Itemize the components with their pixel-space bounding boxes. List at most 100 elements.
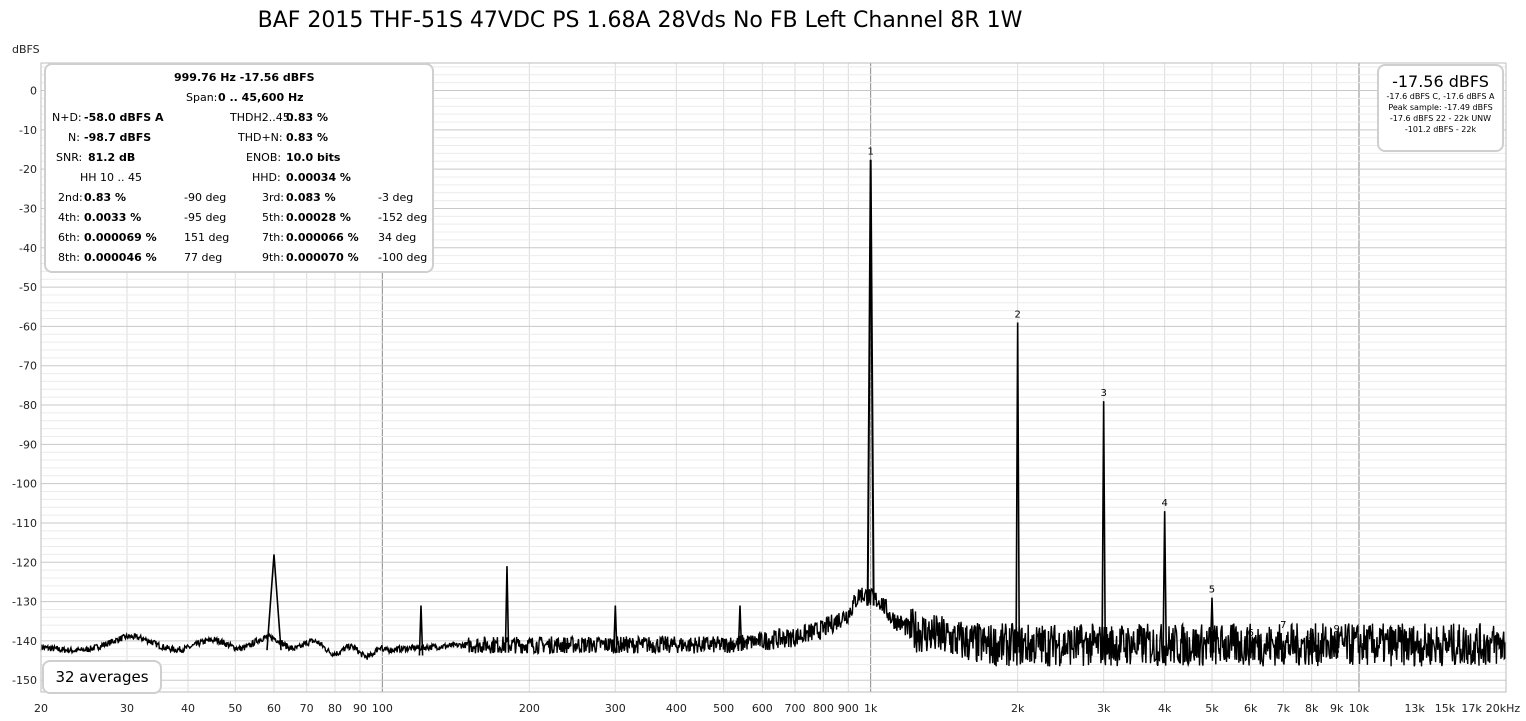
- enob-label: ENOB:: [246, 151, 282, 164]
- y-axis-unit-label: dBFS: [12, 43, 40, 56]
- harmonic-phase: -152 deg: [378, 211, 428, 224]
- harmonic-label: 6th:: [58, 231, 80, 244]
- nd-label: N+D:: [52, 111, 82, 124]
- spectrum-peak: [266, 554, 282, 651]
- x-tick-label: 9k: [1330, 702, 1344, 715]
- x-tick-label: 17k: [1461, 702, 1482, 715]
- harmonic-marker-2: 2: [1014, 309, 1020, 320]
- x-tick-label: 2k: [1011, 702, 1025, 715]
- spectrum-peak: [1101, 401, 1107, 653]
- level-panel: -17.56 dBFS -17.6 dBFS C, -17.6 dBFS A P…: [1377, 64, 1504, 152]
- series-peaks: [266, 159, 1340, 656]
- harmonic-label: 5th:: [262, 211, 284, 224]
- harmonic-phase: 77 deg: [184, 251, 223, 264]
- snr-value: 81.2 dB: [88, 151, 136, 164]
- thd-value: 0.83 %: [286, 111, 328, 124]
- measurement-panel: 999.76 Hz -17.56 dBFS Span: 0 .. 45,600 …: [44, 63, 434, 273]
- y-tick-label: -80: [19, 399, 37, 412]
- y-tick-label: -90: [19, 438, 37, 451]
- harmonic-label: 8th:: [58, 251, 80, 264]
- y-tick-label: -40: [19, 242, 37, 255]
- x-tick-label: 200: [519, 702, 540, 715]
- spectrum-peak: [612, 605, 618, 653]
- harmonic-label: 9th:: [262, 251, 284, 264]
- thd-label: THDH2..45:: [230, 111, 294, 124]
- harmonic-row: 4th: 0.0033 % -95 deg 5th: 0.00028 % -152 deg: [46, 211, 432, 229]
- x-tick-label: 20: [34, 702, 48, 715]
- harmonic-marker-1: 1: [867, 147, 873, 158]
- x-tick-label: 600: [752, 702, 773, 715]
- harmonic-marker-6: 6: [1247, 628, 1253, 639]
- enob-value: 10.0 bits: [286, 151, 341, 164]
- harmonic-value: 0.000070 %: [286, 251, 359, 264]
- x-tick-label: 3k: [1097, 702, 1111, 715]
- hhd-label: HHD:: [252, 171, 281, 184]
- x-tick-label: 7k: [1277, 702, 1291, 715]
- x-tick-label: 700: [785, 702, 806, 715]
- averages-badge: 32 averages: [42, 660, 162, 694]
- harmonic-marker-8: 8: [1308, 632, 1314, 643]
- harmonic-value: 0.000066 %: [286, 231, 359, 244]
- harmonic-label: 3rd:: [262, 191, 285, 204]
- level-line-1: -17.6 dBFS C, -17.6 dBFS A: [1386, 92, 1495, 101]
- y-tick-label: -30: [19, 202, 37, 215]
- harmonic-marker-7: 7: [1280, 620, 1286, 631]
- harmonic-value: 0.000069 %: [84, 231, 157, 244]
- spectrum-peak: [504, 566, 510, 653]
- harmonic-phase: 151 deg: [184, 231, 230, 244]
- x-tick-label: 40: [181, 702, 195, 715]
- harmonic-value: 0.083 %: [286, 191, 336, 204]
- harmonic-phase: -90 deg: [184, 191, 227, 204]
- thdn-value: 0.83 %: [286, 131, 328, 144]
- level-line-3: -17.6 dBFS 22 - 22k UNW: [1389, 114, 1492, 123]
- harmonic-markers: 1 2 3 4 5 6 7 8 9: [867, 147, 1339, 643]
- x-tick-label: 20kHz: [1486, 702, 1521, 715]
- level-line-2: Peak sample: -17.49 dBFS: [1388, 103, 1493, 112]
- n-value: -98.7 dBFS: [84, 131, 152, 144]
- spectrum-peak: [1209, 597, 1215, 653]
- spectrum-peak: [418, 605, 424, 656]
- thdn-label: THD+N:: [238, 131, 283, 144]
- harmonic-value: 0.00028 %: [286, 211, 351, 224]
- y-axis-ticks: 0 -10 -20 -30 -40 -50 -60 -70 -80 -90 -100 -110 -120…: [12, 85, 37, 688]
- harmonic-phase: -100 deg: [378, 251, 428, 264]
- harmonic-marker-9: 9: [1333, 624, 1339, 635]
- span-value: 0 .. 45,600 Hz: [218, 91, 304, 104]
- spectrum-peak: [866, 159, 875, 606]
- spectrum-peak: [1248, 640, 1254, 653]
- n-label: N:: [68, 131, 80, 144]
- y-tick-label: -140: [12, 635, 37, 648]
- harmonic-marker-5: 5: [1209, 585, 1215, 596]
- x-tick-label: 800: [813, 702, 834, 715]
- x-tick-label: 500: [713, 702, 734, 715]
- spectrum-peak: [1309, 640, 1315, 653]
- span-label: Span:: [186, 91, 218, 104]
- x-tick-label: 70: [300, 702, 314, 715]
- y-tick-label: -130: [12, 596, 37, 609]
- hhd-value: 0.00034 %: [286, 171, 351, 184]
- harmonic-label: 2nd:: [58, 191, 83, 204]
- harmonic-row: 6th: 0.000069 % 151 deg 7th: 0.000066 % 34 de…: [46, 231, 432, 249]
- spectrum-peak: [1280, 640, 1286, 653]
- nd-value: -58.0 dBFS A: [84, 111, 164, 124]
- hh-label: HH 10 .. 45: [80, 171, 143, 184]
- x-tick-label: 100: [372, 702, 393, 715]
- x-tick-label: 400: [666, 702, 687, 715]
- plot-frame: [40, 62, 1507, 693]
- y-tick-label: -110: [12, 517, 37, 530]
- x-tick-label: 6k: [1244, 702, 1258, 715]
- spectrum-peak: [737, 605, 743, 652]
- y-tick-label: -120: [12, 556, 37, 569]
- x-tick-label: 80: [328, 702, 342, 715]
- x-tick-label: 50: [228, 702, 242, 715]
- harmonic-value: 0.83 %: [84, 191, 126, 204]
- x-tick-label: 4k: [1158, 702, 1172, 715]
- y-tick-label: -150: [12, 674, 37, 687]
- x-tick-label: 13k: [1404, 702, 1425, 715]
- harmonic-phase: 34 deg: [378, 231, 417, 244]
- harmonic-marker-4: 4: [1161, 498, 1167, 509]
- x-tick-label: 15k: [1435, 702, 1456, 715]
- level-main: -17.56 dBFS: [1392, 72, 1489, 91]
- series-noise-floor: [40, 587, 1507, 668]
- y-tick-label: -50: [19, 281, 37, 294]
